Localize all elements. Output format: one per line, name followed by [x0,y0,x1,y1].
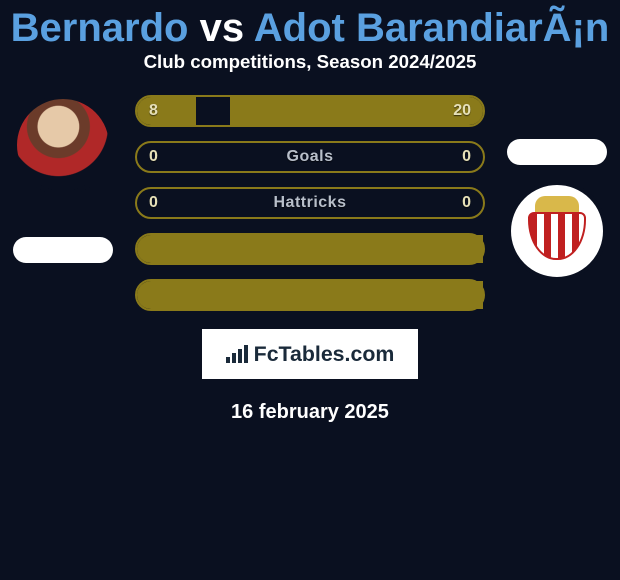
stat-left-value: 8 [149,97,158,125]
comparison-title: Bernardo vs Adot BarandiarÃ¡n [0,0,620,51]
stat-right-value: 0 [462,143,471,171]
left-player-column [8,95,118,263]
player2-club-badge [507,181,607,281]
player1-name: Bernardo [11,6,189,50]
stat-fill-left [137,97,196,125]
stat-row: 0 Goals 0 [135,141,485,173]
stat-fill-left [137,235,483,263]
stat-right-value: 0 [462,189,471,217]
right-player-column [502,95,612,281]
stat-row: 0 Hattricks 0 [135,187,485,219]
stat-label: Hattricks [274,194,347,212]
comparison-date: 16 february 2025 [0,401,620,424]
stat-row: Goals per match [135,233,485,265]
stat-row: 8Matches20 [135,95,485,127]
stat-left-value: 0 [149,189,158,217]
brand-box: FcTables.com [202,329,418,379]
comparison-stage: 8Matches20 0 Goals 0 0 Hattricks 0 Goals per ma… [0,95,620,424]
player2-club-pill [507,139,607,165]
vs-separator: vs [200,6,245,50]
stat-fill-left [137,281,483,309]
season-subtitle: Club competitions, Season 2024/2025 [0,51,620,73]
player1-avatar [13,95,113,195]
brand-text: FcTables.com [254,342,395,367]
stat-label: Goals [287,148,334,166]
club-crest-icon [528,196,586,266]
stat-row: Min per goal [135,279,485,311]
bars-icon [226,345,248,363]
stat-fill-right [230,97,483,125]
stat-left-value: 0 [149,143,158,171]
stat-right-value: 20 [453,97,471,125]
player2-name: Adot BarandiarÃ¡n [254,6,610,50]
player1-club-pill [13,237,113,263]
